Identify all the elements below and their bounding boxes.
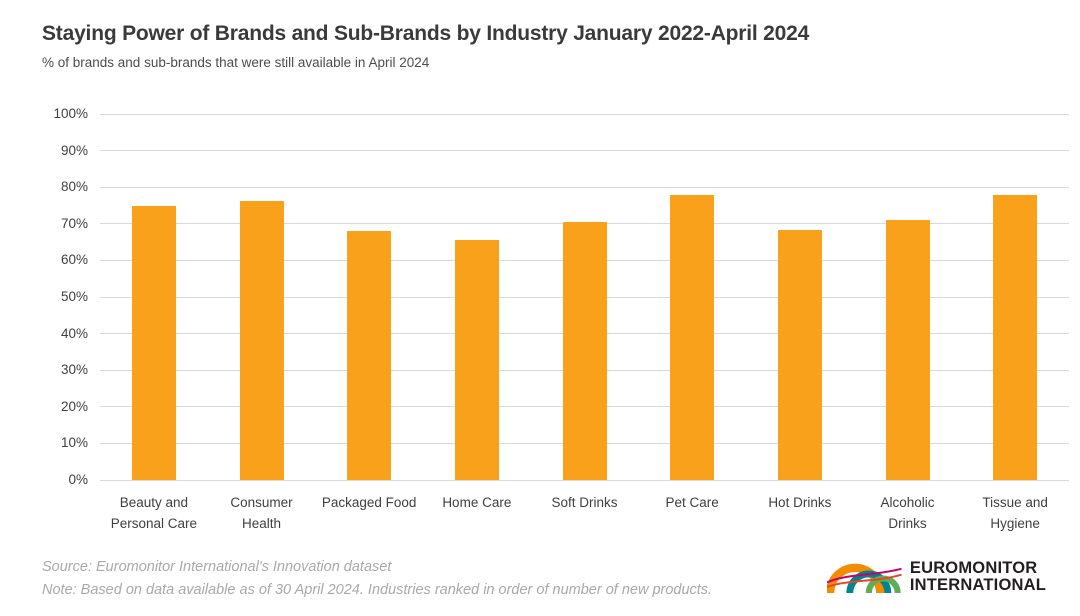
y-axis-tick-label: 10% bbox=[60, 435, 88, 451]
bar bbox=[670, 194, 715, 480]
x-axis-category-label: Hot Drinks bbox=[746, 492, 854, 513]
x-axis-category-label-line: Hot Drinks bbox=[768, 495, 832, 510]
logo-line-1: EUROMONITOR bbox=[909, 558, 1038, 577]
x-axis-category-label: Soft Drinks bbox=[531, 492, 639, 513]
source-note: Source: Euromonitor International's Inno… bbox=[42, 559, 392, 575]
x-axis-category-label-line: Drinks bbox=[888, 516, 927, 531]
y-axis-tick-label: 20% bbox=[60, 398, 88, 414]
x-axis-category-label-line: Health bbox=[241, 516, 282, 531]
y-axis-tick-label: 70% bbox=[60, 215, 88, 231]
plot-area: 0% 10% 20% 30% 40% 50% 60% 70% 80% 90% 100% Beauty … bbox=[53, 106, 1069, 531]
y-axis-tick-label: 60% bbox=[60, 252, 88, 268]
y-axis-tick-label: 100% bbox=[53, 106, 88, 121]
chart-title: Staying Power of Brands and Sub-Brands b… bbox=[42, 22, 810, 45]
x-axis-category-label-line: Personal Care bbox=[110, 516, 197, 531]
data-note: Note: Based on data available as of 30 A… bbox=[42, 582, 713, 598]
y-axis-tick-label: 50% bbox=[60, 289, 88, 304]
bar bbox=[562, 221, 607, 480]
y-axis-tick-label: 90% bbox=[60, 142, 88, 158]
gridline bbox=[100, 479, 1069, 481]
gridline bbox=[100, 186, 1069, 188]
x-axis-category-label-line: Beauty and bbox=[119, 495, 188, 510]
x-axis-category-label-line: Hygiene bbox=[990, 516, 1040, 531]
bar bbox=[347, 231, 392, 480]
x-axis-category-label-line: Tissue and bbox=[982, 495, 1048, 510]
x-axis-category-label: Pet Care bbox=[638, 492, 746, 513]
chart-subtitle: % of brands and sub-brands that were sti… bbox=[42, 55, 430, 70]
bar bbox=[885, 219, 930, 480]
euromonitor-logo: EUROMONITOR INTERNATIONAL bbox=[826, 552, 1046, 602]
y-axis-tick-label: 40% bbox=[60, 325, 88, 341]
footer-notes: Source: Euromonitor International's Inno… bbox=[42, 556, 712, 602]
x-axis-category-label: Alcoholic Drinks bbox=[854, 492, 962, 534]
y-axis-tick-label: 0% bbox=[68, 472, 88, 487]
logo-line-2: INTERNATIONAL bbox=[909, 576, 1046, 594]
x-axis-category-label-line: Alcoholic bbox=[880, 495, 935, 510]
bar bbox=[239, 201, 284, 480]
gridline bbox=[100, 113, 1069, 115]
x-axis-category-label-line: Pet Care bbox=[665, 495, 719, 510]
x-axis-category-label: Beauty and Personal Care bbox=[100, 492, 208, 534]
bar bbox=[777, 230, 822, 480]
bar bbox=[454, 239, 499, 480]
gridline bbox=[100, 150, 1069, 152]
x-axis-category-label: Home Care bbox=[423, 492, 531, 513]
x-axis-category-label-line: Home Care bbox=[442, 495, 512, 510]
x-axis-category-label: Consumer Health bbox=[208, 492, 316, 534]
euromonitor-arcs-icon bbox=[826, 563, 902, 594]
x-axis-category-label-line: Packaged Food bbox=[321, 495, 417, 510]
euromonitor-logo-text: EUROMONITOR INTERNATIONAL bbox=[909, 558, 1046, 595]
x-axis-category-label-line: Consumer bbox=[230, 495, 293, 510]
x-axis-category-label: Tissue and Hygiene bbox=[961, 492, 1069, 534]
bar bbox=[131, 206, 176, 480]
x-axis-category-label: Packaged Food bbox=[315, 492, 423, 513]
x-axis-category-label-line: Soft Drinks bbox=[551, 495, 618, 510]
y-axis-tick-label: 80% bbox=[60, 179, 88, 195]
y-axis-tick-label: 30% bbox=[60, 362, 88, 378]
bar bbox=[993, 194, 1038, 480]
